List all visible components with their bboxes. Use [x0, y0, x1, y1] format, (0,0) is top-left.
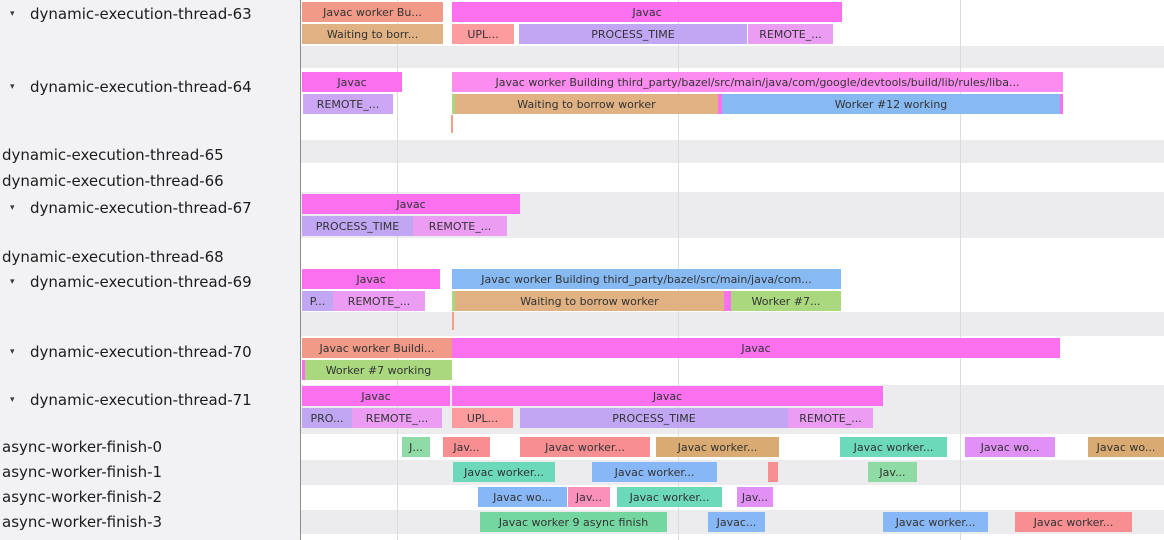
trace-event-bar[interactable]	[452, 94, 455, 114]
collapse-arrow-icon[interactable]: ▾	[10, 277, 15, 287]
row-background-band	[301, 46, 1164, 68]
trace-event-bar[interactable]: REMOTE_...	[333, 291, 425, 311]
trace-event-bar[interactable]: Worker #7...	[731, 291, 841, 311]
track-name-dynamic-execution-thread-71: ▾ dynamic-execution-thread-71	[0, 390, 298, 410]
collapse-arrow-icon[interactable]: ▾	[10, 203, 15, 213]
trace-event-bar[interactable]: Waiting to borr...	[302, 24, 443, 44]
track-label: dynamic-execution-thread-68	[2, 248, 224, 266]
trace-event-bar[interactable]: PRO...	[302, 408, 352, 428]
track-label: async-worker-finish-2	[2, 488, 163, 506]
track-label: async-worker-finish-3	[2, 513, 163, 531]
timeline-canvas[interactable]: Javac worker Bu... Javac Waiting to borr..…	[301, 0, 1164, 540]
trace-event-bar[interactable]: Javac worker Bu...	[302, 2, 443, 22]
row-background-band	[301, 460, 1164, 485]
trace-event-bar[interactable]: Javac worker...	[883, 512, 988, 532]
collapse-arrow-icon[interactable]: ▾	[10, 9, 15, 19]
trace-event-bar[interactable]: PROCESS_TIME	[302, 216, 413, 236]
trace-event-bar[interactable]: Javac worker...	[520, 437, 650, 457]
trace-event-bar[interactable]: REMOTE_...	[352, 408, 442, 428]
thread-name-sidebar: ▾ dynamic-execution-thread-63 ▾ dynamic-exe…	[0, 0, 301, 540]
track-name-async-worker-finish-0: async-worker-finish-0	[0, 437, 300, 457]
track-name-async-worker-finish-2: async-worker-finish-2	[0, 487, 300, 507]
track-label: dynamic-execution-thread-63	[30, 5, 252, 23]
trace-event-bar[interactable]: UPL...	[452, 408, 513, 428]
row-background-band	[301, 140, 1164, 163]
trace-event-bar[interactable]	[718, 94, 722, 114]
track-label: async-worker-finish-0	[2, 438, 163, 456]
track-name-dynamic-execution-thread-63: ▾ dynamic-execution-thread-63	[0, 4, 298, 24]
track-name-async-worker-finish-1: async-worker-finish-1	[0, 462, 300, 482]
track-name-dynamic-execution-thread-68: dynamic-execution-thread-68	[0, 247, 300, 267]
trace-event-bar[interactable]: REMOTE_...	[413, 216, 507, 236]
time-gridline	[960, 0, 961, 540]
instant-event-tick[interactable]	[451, 115, 453, 133]
instant-event-tick[interactable]	[452, 312, 454, 330]
track-name-dynamic-execution-thread-64: ▾ dynamic-execution-thread-64	[0, 77, 298, 97]
track-label: dynamic-execution-thread-66	[2, 172, 224, 190]
trace-event-bar[interactable]: Javac worker Building third_party/bazel/…	[452, 72, 1063, 92]
trace-event-bar[interactable]: REMOTE_...	[303, 94, 393, 114]
track-label: dynamic-execution-thread-65	[2, 146, 224, 164]
track-label: dynamic-execution-thread-69	[30, 273, 252, 291]
trace-event-bar[interactable]: REMOTE_...	[788, 408, 873, 428]
trace-event-bar[interactable]: UPL...	[452, 24, 514, 44]
trace-event-bar[interactable]: REMOTE_...	[748, 24, 833, 44]
trace-event-bar[interactable]: Javac...	[708, 512, 765, 532]
trace-event-bar[interactable]	[768, 462, 778, 482]
trace-event-bar[interactable]	[1060, 94, 1063, 114]
track-label: async-worker-finish-1	[2, 463, 163, 481]
trace-event-bar[interactable]: Worker #7 working	[305, 360, 452, 380]
trace-event-bar[interactable]: Javac worker...	[592, 462, 717, 482]
trace-event-bar[interactable]	[452, 291, 455, 311]
track-name-dynamic-execution-thread-65: dynamic-execution-thread-65	[0, 145, 300, 165]
trace-event-bar[interactable]: Javac worker 9 async finish	[480, 512, 667, 532]
trace-event-bar[interactable]: Javac	[452, 2, 842, 22]
trace-event-bar[interactable]: PROCESS_TIME	[520, 408, 788, 428]
trace-event-bar[interactable]: Worker #12 working	[722, 94, 1060, 114]
trace-event-bar[interactable]: Javac	[302, 194, 520, 214]
trace-event-bar[interactable]: Javac worker...	[840, 437, 947, 457]
trace-event-bar[interactable]: Javac wo...	[478, 487, 567, 507]
trace-event-bar[interactable]: Waiting to borrow worker	[455, 94, 718, 114]
track-name-dynamic-execution-thread-70: ▾ dynamic-execution-thread-70	[0, 342, 298, 362]
trace-event-bar[interactable]	[724, 291, 731, 311]
track-label: dynamic-execution-thread-64	[30, 78, 252, 96]
trace-event-bar[interactable]: Jav...	[737, 487, 773, 507]
trace-event-bar[interactable]: Javac	[302, 72, 402, 92]
trace-event-bar[interactable]: Waiting to borrow worker	[455, 291, 724, 311]
trace-event-bar[interactable]: Jav...	[568, 487, 610, 507]
track-name-dynamic-execution-thread-67: ▾ dynamic-execution-thread-67	[0, 198, 298, 218]
trace-event-bar[interactable]	[302, 360, 305, 380]
trace-event-bar[interactable]: Javac wo...	[1088, 437, 1164, 457]
trace-event-bar[interactable]: Jav...	[443, 437, 490, 457]
trace-event-bar[interactable]: P...	[302, 291, 333, 311]
trace-event-bar[interactable]: Javac	[302, 386, 450, 406]
row-background-band	[301, 312, 1164, 336]
track-label: dynamic-execution-thread-67	[30, 199, 252, 217]
trace-event-bar[interactable]: Javac worker Building third_party/bazel/…	[452, 269, 841, 289]
track-name-async-worker-finish-3: async-worker-finish-3	[0, 512, 300, 532]
trace-event-bar[interactable]: J...	[402, 437, 430, 457]
track-label: dynamic-execution-thread-70	[30, 343, 252, 361]
track-label: dynamic-execution-thread-71	[30, 391, 252, 409]
track-name-dynamic-execution-thread-66: dynamic-execution-thread-66	[0, 171, 300, 191]
collapse-arrow-icon[interactable]: ▾	[10, 347, 15, 357]
trace-event-bar[interactable]: Javac worker...	[656, 437, 779, 457]
trace-event-bar[interactable]: Javac	[302, 269, 440, 289]
trace-event-bar[interactable]: Javac worker Buildi...	[302, 338, 452, 358]
trace-event-bar[interactable]: Javac worker...	[1015, 512, 1132, 532]
trace-event-bar[interactable]: Javac	[452, 338, 1060, 358]
collapse-arrow-icon[interactable]: ▾	[10, 82, 15, 92]
trace-event-bar[interactable]: Javac worker...	[453, 462, 555, 482]
trace-event-bar[interactable]: Javac	[452, 386, 883, 406]
trace-event-bar[interactable]: Javac wo...	[965, 437, 1055, 457]
trace-event-bar[interactable]: PROCESS_TIME	[519, 24, 747, 44]
track-name-dynamic-execution-thread-69: ▾ dynamic-execution-thread-69	[0, 272, 298, 292]
trace-event-bar[interactable]: Jav...	[868, 462, 917, 482]
trace-event-bar[interactable]: Javac worker...	[617, 487, 722, 507]
collapse-arrow-icon[interactable]: ▾	[10, 395, 15, 405]
